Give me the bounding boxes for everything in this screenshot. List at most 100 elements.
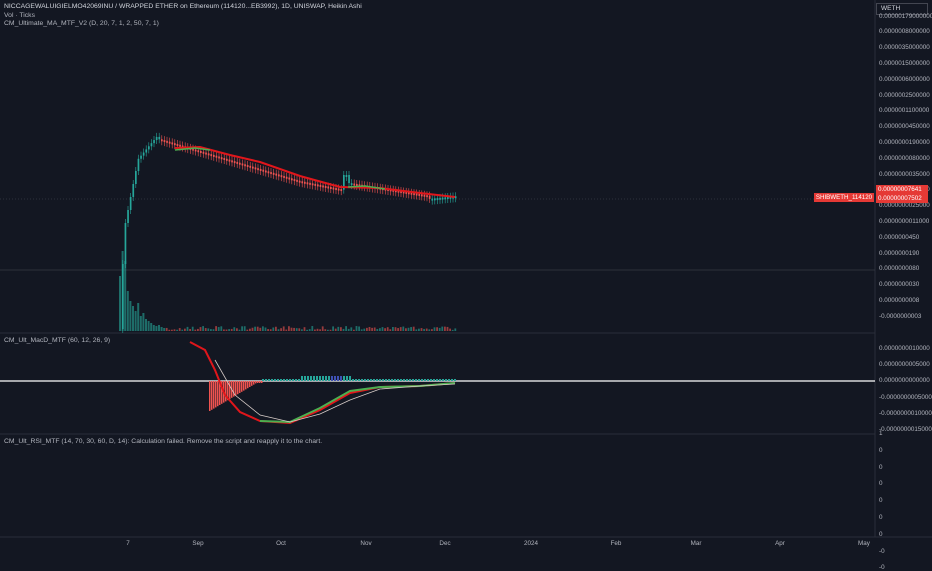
price-axis-label: 0.0000035000000 [879,44,930,51]
volume-bar [285,330,287,331]
candle-body [195,149,197,151]
volume-bar [163,328,165,331]
candle-body [340,189,342,191]
macd-hist-bar [382,379,384,381]
macd-hist-bar [241,381,243,392]
candle-body [351,183,353,185]
volume-bar [384,328,386,331]
volume-bar [405,328,407,331]
chart-title[interactable]: NICCAGEWALUIGIELMO42069INU / WRAPPED ETH… [4,2,362,12]
volume-bar [275,327,277,331]
macd-hist-bar [343,376,345,381]
rsi-axis-label: 0 [879,447,883,454]
macd-hist-bar [247,381,249,388]
candle-body [138,159,140,171]
volume-bar [441,327,443,331]
time-axis-label: Mar [691,540,702,547]
macd-hist-bar [313,376,315,381]
time-axis-label: May [858,540,870,547]
ma-indicator-label[interactable]: CM_Ultimate_MA_MTF_V2 (D, 20, 7, 1, 2, 5… [4,19,159,29]
price-axis-label: 0.0000000080000 [879,155,930,162]
volume-bar [366,328,368,331]
macd-hist-bar [385,379,387,381]
candle-body [314,184,316,186]
volume-bar [239,330,241,331]
candle-body [229,160,231,162]
macd-hist-bar [451,379,453,381]
chart-canvas[interactable] [0,0,932,550]
macd-hist-bar [358,379,360,381]
macd-hist-bar [211,381,213,410]
candle-body [413,193,415,195]
macd-hist-bar [442,379,444,381]
volume-bar [272,327,274,331]
macd-axis-label: 0.0000000005000 [879,361,930,368]
candle-body [356,184,358,186]
macd-hist-bar [340,376,342,381]
volume-bar [293,328,295,331]
volume-bar [127,291,129,331]
time-axis-label: Oct [276,540,286,547]
macd-hist-bar [430,379,432,381]
rsi-axis-label: 0 [879,497,883,504]
macd-hist-bar [274,379,276,381]
macd-hist-bar [373,379,375,381]
macd-hist-bar [397,379,399,381]
candle-body [205,153,207,155]
candle-body [226,159,228,161]
volume-bar [257,327,259,331]
volume-bar [415,329,417,331]
macd-indicator-label[interactable]: CM_Ult_MacD_MTF (60, 12, 26, 9) [4,336,110,346]
macd-hist-bar [215,381,217,407]
volume-bar [400,327,402,331]
candle-body [346,175,348,177]
candle-body [434,198,436,200]
volume-bar [119,276,121,331]
candle-body [247,165,249,167]
macd-axis-label: -0.0000000005000 [879,394,932,401]
volume-bar [421,328,423,331]
volume-bar [324,329,326,331]
volume-bar [161,327,163,331]
macd-hist-bar [213,381,215,409]
candle-body [257,168,259,170]
volume-bar [137,303,139,331]
candle-body [213,155,215,157]
volume-bar [166,328,168,331]
candle-body [338,189,340,191]
volume-bar [395,327,397,331]
macd-hist-bar [400,379,402,381]
macd-hist-bar [421,379,423,381]
price-axis-label: 0.0000000450 [879,234,919,241]
candle-body [164,140,166,142]
volume-bar [304,327,306,331]
rsi-indicator-label[interactable]: CM_Ult_RSI_MTF (14, 70, 30, 60, D, 14): … [4,437,322,447]
volume-bar [140,316,142,331]
macd-hist-bar [319,376,321,381]
candle-body [223,158,225,160]
candle-body [317,184,319,186]
price-axis-label: 0.0000015000000 [879,60,930,67]
volume-bar [345,326,347,331]
macd-hist-bar [448,379,450,381]
volume-bar [124,261,126,331]
candle-body [174,143,176,145]
macd-hist-bar [436,379,438,381]
volume-bar [205,328,207,331]
price-axis-label: 0.0000000190000 [879,139,930,146]
macd-hist-bar [325,376,327,381]
candle-body [252,167,254,169]
price-tag-lower: 0.00000007502 [876,194,928,203]
macd-hist-bar [235,381,237,395]
candle-body [307,182,309,184]
volume-bar [449,329,451,331]
macd-hist-bar [257,381,259,383]
volume-bar [132,306,134,331]
price-axis-label: 0.0000000450000 [879,123,930,130]
candle-body [130,197,132,210]
volume-bar [330,330,332,331]
volume-bar [319,329,321,331]
volume-bar [194,330,196,331]
volume-bar [361,329,363,331]
price-axis-label: 0.0000000030 [879,281,919,288]
